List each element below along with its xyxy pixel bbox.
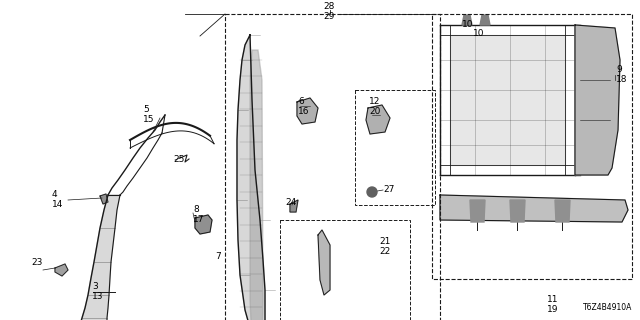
Polygon shape [480,15,490,25]
Text: 25: 25 [173,155,184,164]
Polygon shape [470,200,485,222]
Polygon shape [71,195,120,320]
Text: 23: 23 [31,258,42,267]
Circle shape [367,187,377,197]
Polygon shape [440,195,628,222]
Polygon shape [575,25,620,175]
Text: 9
18: 9 18 [616,65,627,84]
Text: 27: 27 [383,185,394,194]
Text: 5
15: 5 15 [143,105,154,124]
Polygon shape [510,200,525,222]
Polygon shape [195,215,212,234]
Polygon shape [450,35,565,165]
Text: 11
19: 11 19 [547,295,559,314]
Polygon shape [237,35,265,320]
Text: 24: 24 [285,198,296,207]
Text: 7: 7 [215,252,221,261]
Polygon shape [290,200,298,212]
Text: 10: 10 [473,29,484,38]
Text: 21
22: 21 22 [379,237,390,256]
Bar [432,14,632,279]
Text: 8
17: 8 17 [193,205,205,224]
Polygon shape [100,194,108,204]
Text: 3
13: 3 13 [92,282,104,301]
Polygon shape [250,50,263,320]
Bar [280,220,410,320]
Text: T6Z4B4910A: T6Z4B4910A [582,303,632,312]
Polygon shape [318,230,330,295]
Polygon shape [366,105,390,134]
Polygon shape [55,264,68,276]
Text: 6
16: 6 16 [298,97,310,116]
Text: 12
20: 12 20 [369,97,380,116]
Text: 10: 10 [462,20,474,29]
Text: 4
14: 4 14 [52,190,63,209]
Bar [355,90,435,205]
Bar [225,14,440,320]
Polygon shape [555,200,570,222]
Polygon shape [297,98,318,124]
Text: 28
29: 28 29 [323,2,335,21]
Polygon shape [462,15,472,25]
